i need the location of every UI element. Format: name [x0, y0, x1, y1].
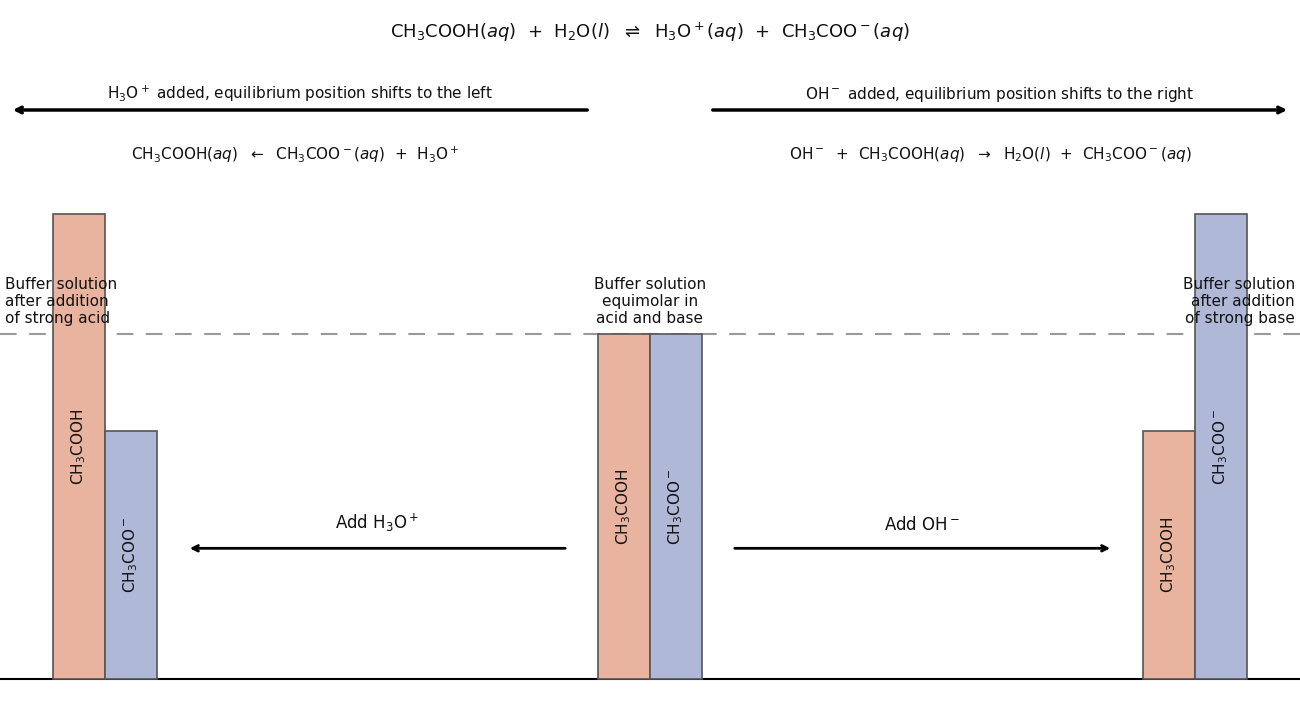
Bar [1143, 431, 1195, 679]
Text: Add H$_3$O$^+$: Add H$_3$O$^+$ [335, 512, 420, 534]
Text: CH$_3$COOH: CH$_3$COOH [70, 408, 88, 485]
Bar [1195, 214, 1247, 679]
Text: Buffer solution
after addition
of strong acid: Buffer solution after addition of strong… [5, 277, 117, 326]
Text: Buffer solution
after addition
of strong base: Buffer solution after addition of strong… [1183, 277, 1295, 326]
Text: CH$_3$COOH($aq$)  $\leftarrow$  CH$_3$COO$^-$($aq$)  +  H$_3$O$^+$: CH$_3$COOH($aq$) $\leftarrow$ CH$_3$COO$… [131, 145, 459, 165]
Text: H$_3$O$^+$ added, equilibrium position shifts to the left: H$_3$O$^+$ added, equilibrium position s… [107, 83, 493, 104]
Text: Add OH$^-$: Add OH$^-$ [884, 516, 961, 534]
Text: OH$^-$ added, equilibrium position shifts to the right: OH$^-$ added, equilibrium position shift… [806, 85, 1195, 104]
Text: CH$_3$COOH: CH$_3$COOH [1160, 517, 1178, 593]
Bar [650, 334, 702, 679]
Text: OH$^-$  +  CH$_3$COOH($aq$)  $\rightarrow$  H$_2$O($l$)  +  CH$_3$COO$^-$($aq$): OH$^-$ + CH$_3$COOH($aq$) $\rightarrow$ … [789, 145, 1191, 165]
Text: CH$_3$COO$^-$: CH$_3$COO$^-$ [1212, 408, 1230, 485]
Text: CH$_3$COOH($aq$)  +  H$_2$O($l$)  $\rightleftharpoons$  H$_3$O$^+$($aq$)  +  CH$: CH$_3$COOH($aq$) + H$_2$O($l$) $\rightle… [390, 20, 910, 44]
Text: Buffer solution
equimolar in
acid and base: Buffer solution equimolar in acid and ba… [594, 277, 706, 326]
Text: CH$_3$COO$^-$: CH$_3$COO$^-$ [122, 517, 140, 593]
Text: CH$_3$COO$^-$: CH$_3$COO$^-$ [667, 469, 685, 545]
Bar [105, 431, 157, 679]
Text: CH$_3$COOH: CH$_3$COOH [615, 469, 633, 545]
Bar [53, 214, 105, 679]
Bar [598, 334, 650, 679]
